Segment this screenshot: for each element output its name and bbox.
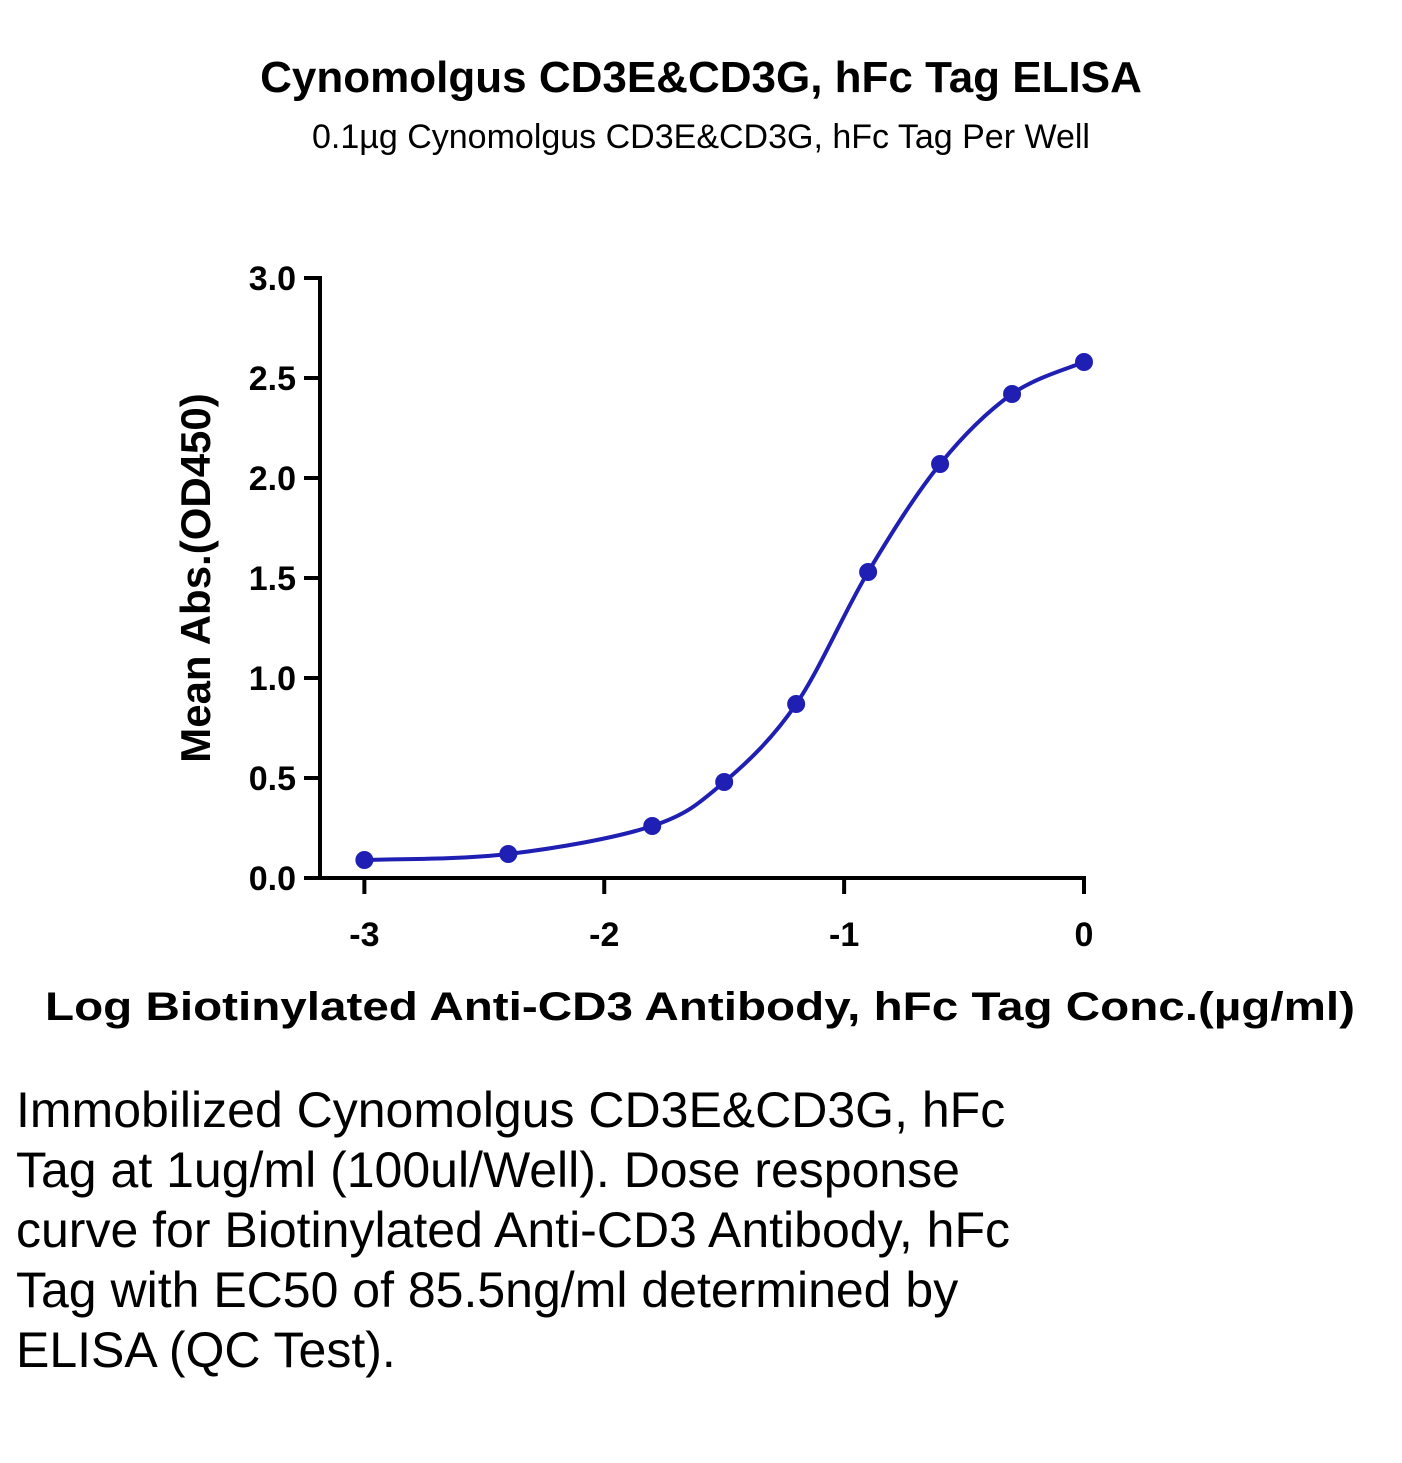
y-tick-label: 0.5 [249,760,296,798]
y-tick-label: 2.5 [249,360,296,398]
data-point [1003,385,1022,403]
x-axis-label: Log Biotinylated Anti-CD3 Antibody, hFc … [45,985,1355,1029]
y-tick-label: 0.0 [249,860,296,898]
figure-caption: Immobilized Cynomolgus CD3E&CD3G, hFc Ta… [16,1082,1010,1378]
y-tick-label: 3.0 [249,260,296,298]
data-point [499,845,518,863]
chart-title: Cynomolgus CD3E&CD3G, hFc Tag ELISA [260,53,1142,102]
x-tick-label: -1 [829,916,859,954]
x-tick-label: 0 [1075,916,1094,954]
y-axis-label: Mean Abs.(OD450) [172,393,219,763]
y-tick-label: 2.0 [249,460,296,498]
y-tick-label: 1.0 [249,660,296,698]
data-point [787,695,806,713]
x-tick-label: -3 [349,916,379,954]
data-points [355,353,1093,869]
x-tick-label: -2 [589,916,619,954]
data-point [931,455,950,473]
chart-subtitle: 0.1µg Cynomolgus CD3E&CD3G, hFc Tag Per … [312,118,1090,156]
data-point [643,817,662,835]
data-point [355,851,374,869]
y-tick-label: 1.5 [249,560,296,598]
elisa-dose-response-chart: 0.0 0.5 1.0 1.5 2.0 2.5 3.0 -3 -2 -1 0 Log Biotinyl… [45,260,1355,1029]
axes [304,276,1086,894]
data-point [1075,353,1093,371]
data-point [859,563,878,581]
axis-labels: 0.0 0.5 1.0 1.5 2.0 2.5 3.0 -3 -2 -1 0 Log Biotinyl… [45,260,1355,1029]
data-point [715,773,734,791]
